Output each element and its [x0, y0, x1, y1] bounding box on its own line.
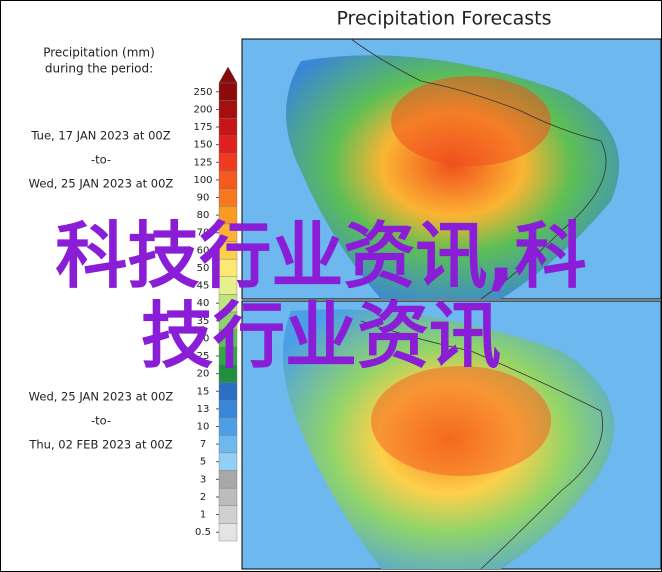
colorbar-label: 125: [193, 157, 212, 168]
colorbar-label: 200: [193, 104, 212, 115]
period-start: Wed, 25 JAN 2023 at 00Z: [29, 390, 174, 404]
colorbar-label: 5: [200, 457, 206, 468]
colorbar-label: 50: [197, 263, 210, 274]
colorbar-label: 100: [193, 175, 212, 186]
color-swatch: [218, 399, 238, 418]
color-swatch: [218, 487, 238, 506]
color-swatch: [218, 118, 238, 137]
color-swatch: [218, 470, 238, 489]
colorbar-label: 13: [197, 404, 210, 415]
colorbar-label: 2: [200, 492, 206, 503]
legend-title: during the period:: [45, 62, 153, 76]
color-swatch: [218, 135, 238, 154]
period-sep: -to-: [91, 414, 111, 428]
color-swatch: [218, 82, 238, 101]
colorbar-label: 3: [200, 474, 206, 485]
color-swatch: [218, 505, 238, 524]
colorbar-label: 40: [197, 298, 210, 309]
color-swatch: [218, 188, 238, 207]
colorbar-label: 7: [200, 439, 206, 450]
color-swatch: [218, 417, 238, 436]
period-start: Tue, 17 JAN 2023 at 00Z: [30, 129, 170, 143]
legend: Precipitation (mm)during the period:2502…: [28, 46, 238, 542]
colorbar-label: 45: [197, 281, 210, 292]
period-end: Thu, 02 FEB 2023 at 00Z: [28, 438, 172, 452]
map-panel-2: [241, 300, 661, 570]
period-sep: -to-: [91, 153, 111, 167]
colorbar-label: 0.5: [195, 527, 211, 538]
map-panel-1: [241, 38, 661, 300]
colorbar-label: 175: [193, 122, 212, 133]
color-swatch: [218, 523, 238, 542]
color-swatch: [218, 153, 238, 172]
colorbar-arrow: [218, 66, 238, 84]
colorbar-label: 90: [197, 193, 210, 204]
title: Precipitation Forecasts: [336, 8, 551, 30]
color-swatch: [218, 382, 238, 401]
colorbar-label: 35: [197, 316, 210, 327]
colorbar-label: 60: [197, 245, 210, 256]
colorbar-label: 10: [197, 422, 210, 433]
colorbar-label: 20: [197, 369, 210, 380]
colorbar-label: 70: [197, 228, 210, 239]
colorbar-label: 150: [193, 140, 212, 151]
color-swatch: [218, 100, 238, 119]
period-end: Wed, 25 JAN 2023 at 00Z: [29, 177, 174, 191]
legend-title: Precipitation (mm): [43, 46, 155, 60]
color-swatch: [218, 435, 238, 454]
colorbar-label: 15: [197, 386, 210, 397]
colorbar-label: 30: [197, 333, 210, 344]
color-swatch: [218, 452, 238, 471]
color-swatch: [218, 170, 238, 189]
colorbar-label: 250: [193, 87, 212, 98]
colorbar-label: 25: [197, 351, 210, 362]
colorbar-label: 80: [197, 210, 210, 221]
watermark: 科技行业资讯,科技行业资讯: [55, 214, 587, 378]
colorbar-label: 1: [200, 510, 206, 521]
